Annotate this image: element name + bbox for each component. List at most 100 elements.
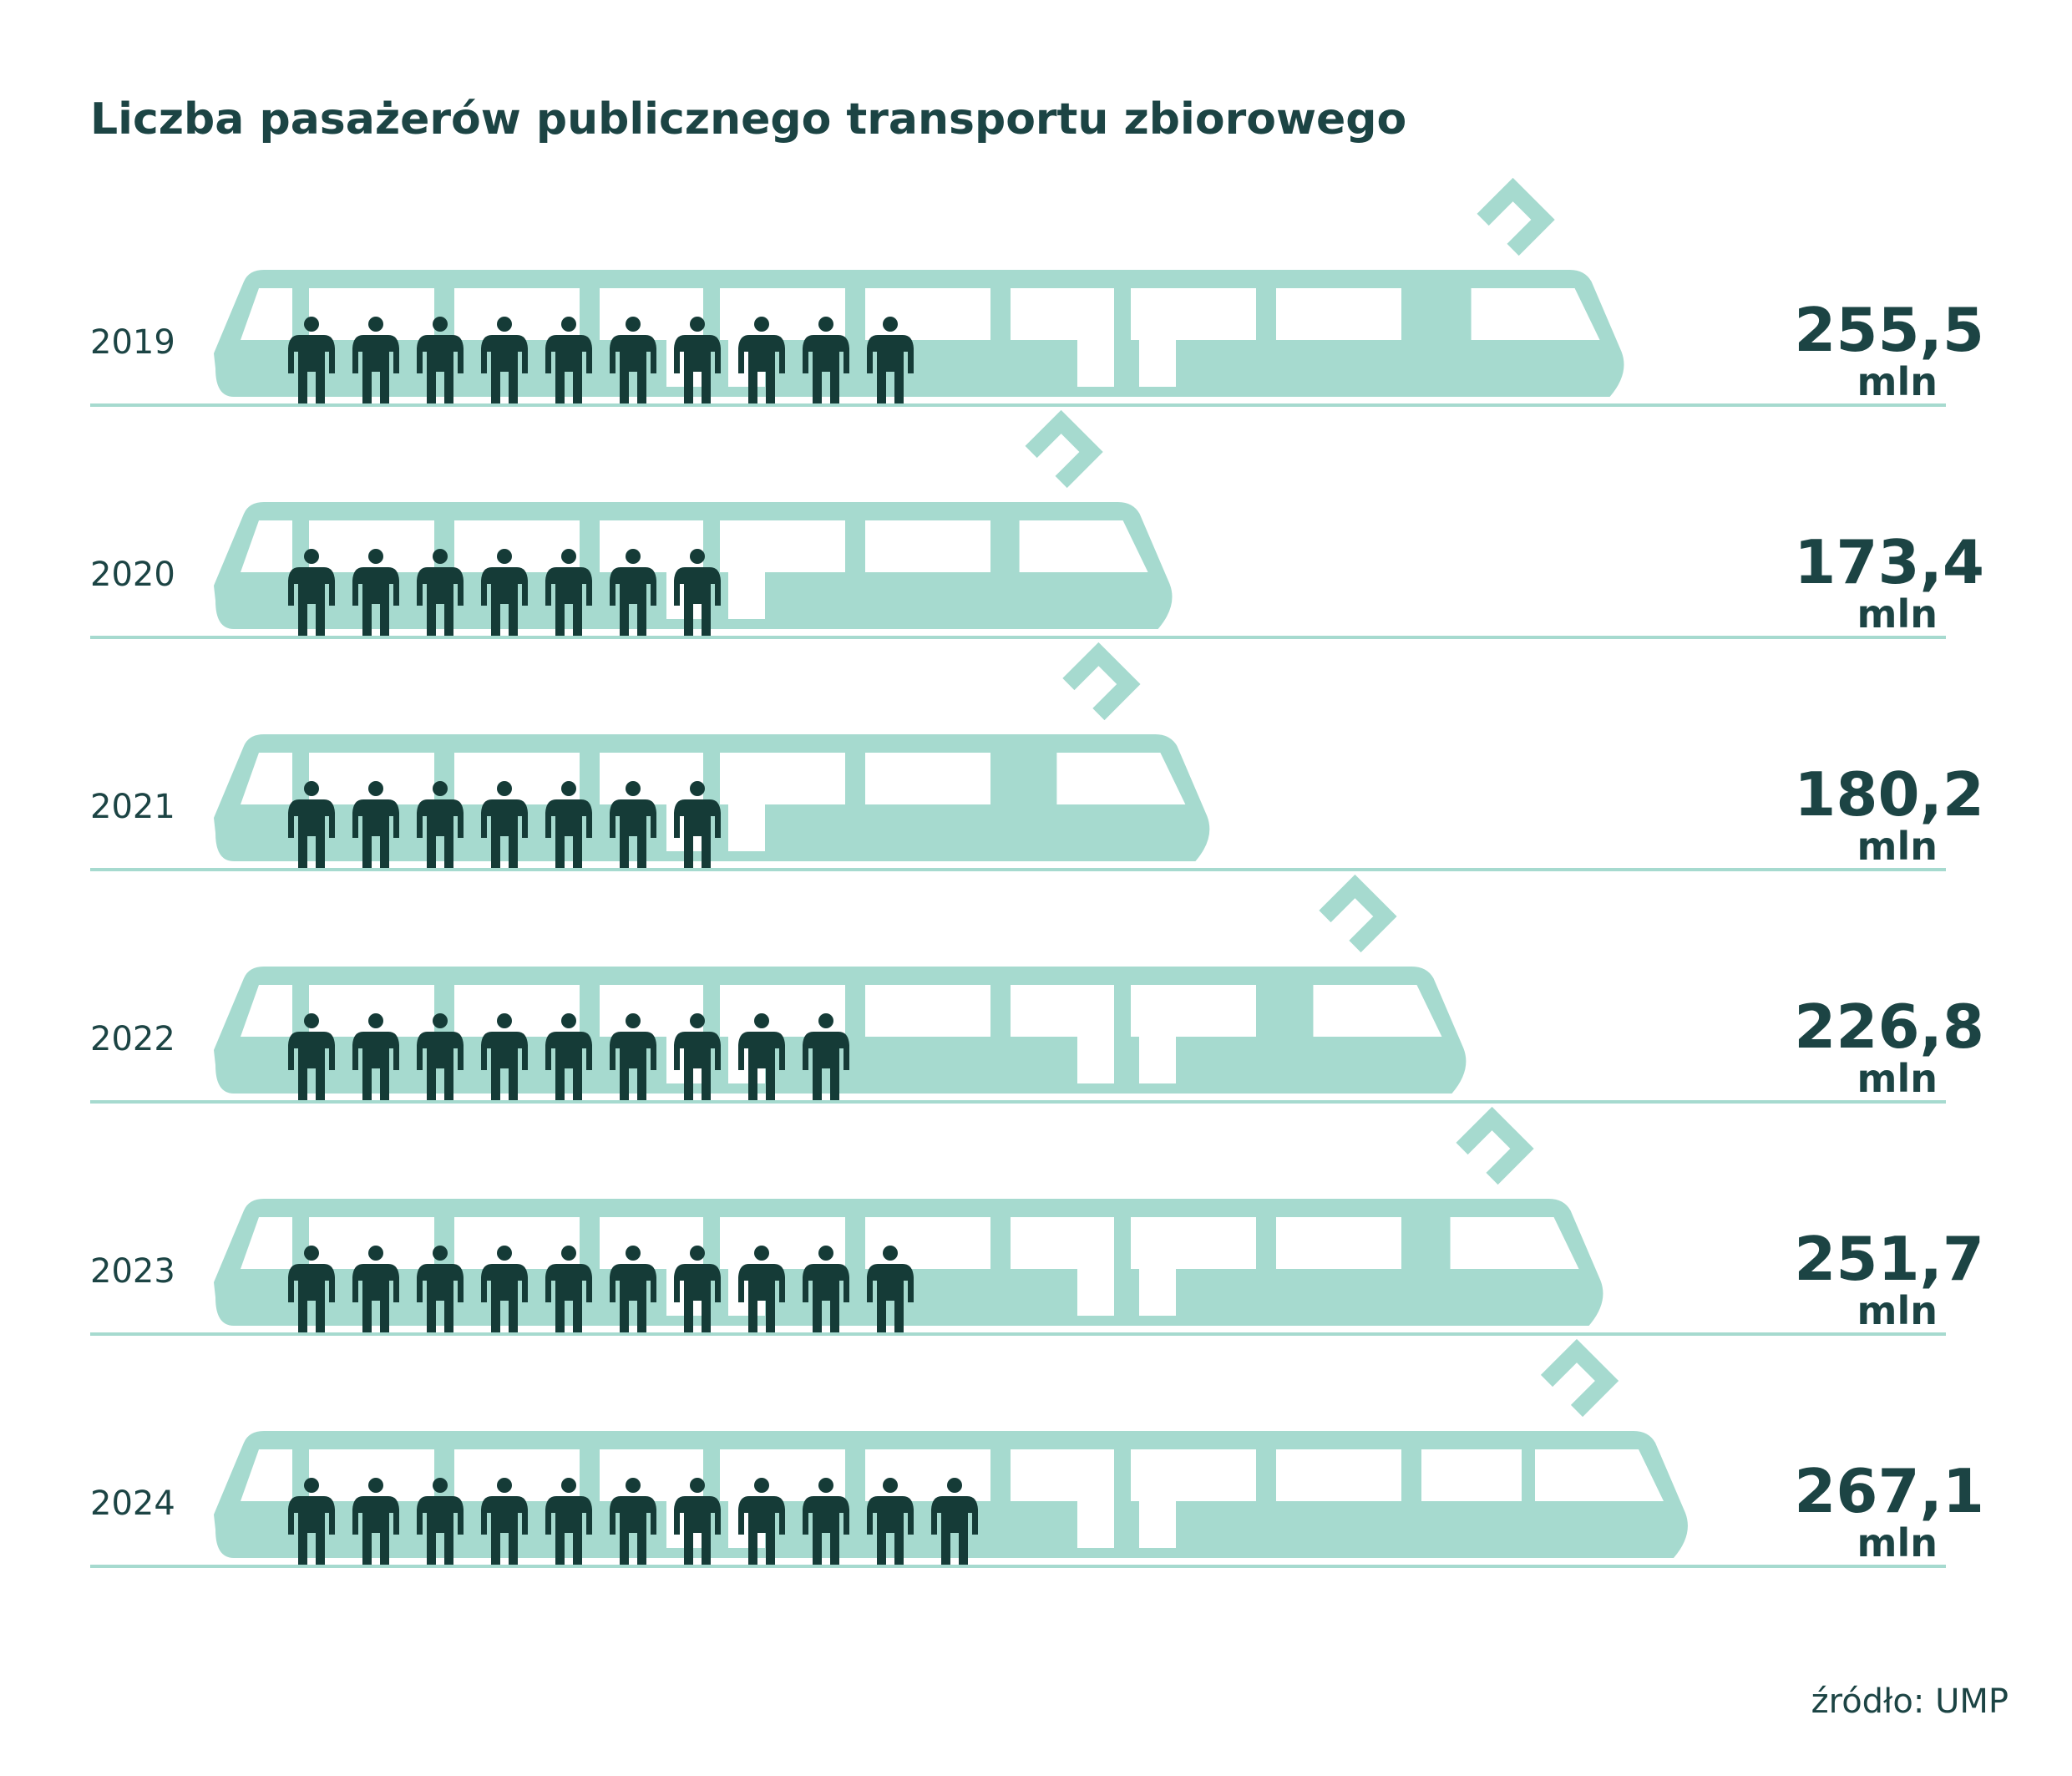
- person-icon: [867, 317, 914, 403]
- person-icon: [352, 549, 399, 636]
- person-icon: [803, 1013, 849, 1100]
- tram-window: [454, 520, 580, 572]
- person-icon: [352, 1013, 399, 1100]
- person-icon: [417, 1478, 464, 1565]
- tram-window: [309, 1449, 434, 1501]
- tram-window: [1276, 1449, 1401, 1501]
- tram-window: [1276, 288, 1401, 340]
- person-icon: [545, 549, 592, 636]
- pantograph-icon: [1477, 177, 1555, 256]
- tram-windows: [241, 288, 1600, 387]
- person-icon: [803, 317, 849, 403]
- pantograph-icon: [1025, 409, 1103, 489]
- tram-window: [1471, 288, 1600, 340]
- tram-window: [309, 520, 434, 572]
- person-icon: [481, 781, 528, 868]
- tram-window: [1131, 288, 1256, 340]
- tram-window: [1535, 1449, 1664, 1501]
- person-icon: [288, 549, 335, 636]
- chart-title: Liczba pasażerów publicznego transportu …: [90, 94, 1406, 145]
- tram-window: [454, 753, 580, 804]
- person-icon: [610, 549, 656, 636]
- value-label: 173,4: [1794, 527, 1984, 597]
- tram-windows: [241, 520, 1148, 619]
- person-icon: [288, 317, 335, 403]
- person-icon: [481, 549, 528, 636]
- tram-window: [865, 753, 990, 804]
- unit-label: mln: [1857, 1520, 1938, 1565]
- unit-label: mln: [1857, 824, 1938, 869]
- tram-window: [454, 288, 580, 340]
- tram-door: [1077, 985, 1114, 1083]
- person-icon: [674, 1246, 721, 1332]
- tram-window: [1056, 753, 1186, 804]
- tram-window: [865, 985, 990, 1037]
- person-icon: [674, 781, 721, 868]
- person-icon: [352, 317, 399, 403]
- person-icon: [931, 1478, 978, 1565]
- value-label: 251,7: [1794, 1224, 1984, 1294]
- tram-window: [454, 1449, 580, 1501]
- person-icon: [288, 1246, 335, 1332]
- tram-window: [720, 985, 845, 1037]
- tram-window: [865, 520, 990, 572]
- tram-window: [241, 753, 292, 804]
- person-icon: [674, 317, 721, 403]
- tram-windows: [241, 1449, 1664, 1548]
- person-icon: [674, 1013, 721, 1100]
- tram-window: [1131, 985, 1256, 1037]
- person-icon: [545, 1478, 592, 1565]
- tram-door: [1077, 1449, 1114, 1548]
- pantograph-icon: [1319, 874, 1397, 953]
- pantograph-icon: [1540, 1338, 1619, 1418]
- person-icon: [545, 1013, 592, 1100]
- person-icon: [288, 781, 335, 868]
- year-label: 2021: [90, 788, 175, 826]
- tram-window: [1276, 1217, 1401, 1269]
- person-icon: [417, 549, 464, 636]
- value-label: 255,5: [1794, 295, 1984, 365]
- value-label: 226,8: [1794, 992, 1984, 1062]
- tram-window: [1450, 1217, 1579, 1269]
- person-icon: [867, 1246, 914, 1332]
- pantograph-icon: [1062, 642, 1141, 721]
- tram-window: [454, 985, 580, 1037]
- tram-window: [1019, 520, 1148, 572]
- tram-window: [865, 288, 990, 340]
- person-icon: [352, 1246, 399, 1332]
- person-icon: [352, 781, 399, 868]
- person-icon: [545, 1246, 592, 1332]
- tram-door: [1077, 1217, 1114, 1316]
- person-icon: [803, 1478, 849, 1565]
- person-icon: [610, 1246, 656, 1332]
- person-icon: [417, 317, 464, 403]
- tram-window: [1131, 1449, 1256, 1501]
- unit-label: mln: [1857, 1288, 1938, 1333]
- tram-window: [241, 520, 292, 572]
- unit-label: mln: [1857, 359, 1938, 404]
- tram-window: [241, 1449, 292, 1501]
- source-note: źródło: UMP: [1811, 1682, 2009, 1721]
- tram-windows: [241, 1217, 1579, 1316]
- tram-window: [1313, 985, 1442, 1037]
- tram-window: [865, 1217, 990, 1269]
- year-label: 2022: [90, 1020, 175, 1058]
- person-icon: [738, 1478, 785, 1565]
- person-icon: [352, 1478, 399, 1565]
- person-icon: [481, 1246, 528, 1332]
- person-icon: [610, 1478, 656, 1565]
- person-icon: [481, 317, 528, 403]
- person-icon: [610, 317, 656, 403]
- person-icon: [610, 781, 656, 868]
- pantograph-icon: [1456, 1106, 1534, 1185]
- tram-windows: [241, 985, 1442, 1083]
- person-icon: [417, 1013, 464, 1100]
- tram-window: [720, 520, 845, 572]
- value-label: 267,1: [1794, 1456, 1984, 1526]
